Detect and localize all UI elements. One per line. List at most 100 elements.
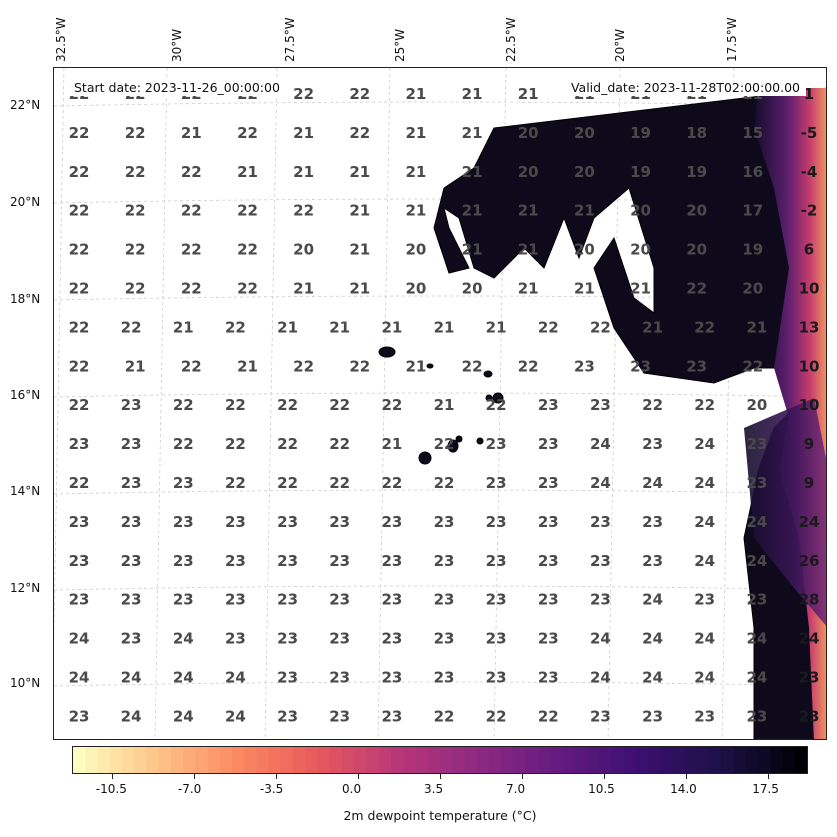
colorbar-segment xyxy=(121,747,135,773)
colorbar-segment xyxy=(611,747,625,773)
map-canvas: 22 22 22 22 22 22 21 21 21 21 21 21 21 1 22 22 21 22 21 22 2… xyxy=(54,68,826,739)
dewpoint-value: 22 xyxy=(277,435,298,453)
dewpoint-value: 9 xyxy=(804,474,814,492)
dewpoint-value: 23 xyxy=(574,357,595,375)
dewpoint-value: 23 xyxy=(642,707,663,725)
colorbar-segment xyxy=(219,747,233,773)
dewpoint-value: 22 xyxy=(181,280,202,298)
lon-tick-label: 27.5°W xyxy=(283,17,297,62)
lon-tick-label: 20°W xyxy=(613,28,627,62)
dewpoint-value: 22 xyxy=(225,396,246,414)
dewpoint-value: 24 xyxy=(590,474,611,492)
dewpoint-value: 22 xyxy=(349,124,370,142)
dewpoint-value: 21 xyxy=(405,85,426,103)
dewpoint-value: 24 xyxy=(121,669,142,687)
dewpoint-value: 22 xyxy=(225,474,246,492)
dewpoint-values: 22 22 22 22 22 22 21 21 21 21 21 21 21 1 22 22 21 22 21 22 2… xyxy=(69,85,820,725)
colorbar-tick-mark xyxy=(440,774,441,779)
colorbar-tick-label: -10.5 xyxy=(95,782,127,796)
dewpoint-value: 23 xyxy=(434,630,455,648)
valid-date-text: Valid_date: 2023-11-28T02:00:00.00 xyxy=(570,80,800,95)
dewpoint-value: 23 xyxy=(277,630,298,648)
dewpoint-value: 23 xyxy=(381,630,402,648)
colorbar-segment xyxy=(268,747,282,773)
dewpoint-value: 23 xyxy=(486,591,507,609)
dewpoint-value: 24 xyxy=(69,669,90,687)
dewpoint-value: 22 xyxy=(125,280,146,298)
dewpoint-value: 23 xyxy=(686,357,707,375)
dewpoint-value: 23 xyxy=(225,513,246,531)
colorbar-segment xyxy=(672,747,686,773)
colorbar-tick-label: 0.0 xyxy=(342,782,362,796)
dewpoint-value: 24 xyxy=(642,474,663,492)
dewpoint-value: 22 xyxy=(181,241,202,259)
dewpoint-value: 23 xyxy=(121,513,142,531)
dewpoint-value: 22 xyxy=(642,396,663,414)
colorbar-segment xyxy=(134,747,147,773)
dewpoint-value: 22 xyxy=(69,318,90,336)
colorbar-segment xyxy=(513,747,527,773)
dewpoint-value: 10 xyxy=(799,396,820,414)
dewpoint-value: 22 xyxy=(69,241,90,259)
dewpoint-value: 21 xyxy=(434,396,455,414)
dewpoint-value: 21 xyxy=(381,318,402,336)
dewpoint-value: 22 xyxy=(125,163,146,181)
dewpoint-value: 23 xyxy=(590,396,611,414)
dewpoint-value: 23 xyxy=(381,552,402,570)
colorbar-segment xyxy=(305,747,319,773)
dewpoint-value: 23 xyxy=(225,591,246,609)
colorbar-segment xyxy=(195,747,209,773)
dewpoint-value: 22 xyxy=(293,202,314,220)
dewpoint-value: 23 xyxy=(538,474,559,492)
dewpoint-value: 23 xyxy=(538,435,559,453)
dewpoint-value: 23 xyxy=(69,552,90,570)
dewpoint-value: 22 xyxy=(694,396,715,414)
dewpoint-value: 22 xyxy=(349,85,370,103)
colorbar xyxy=(72,746,808,774)
dewpoint-value: 23 xyxy=(486,513,507,531)
dewpoint-value: 21 xyxy=(462,85,483,103)
dewpoint-value: 23 xyxy=(277,669,298,687)
lat-tick-label: 12°N xyxy=(10,581,41,595)
dewpoint-value: 24 xyxy=(590,435,611,453)
dewpoint-value: 22 xyxy=(237,202,258,220)
coastal-gradient-south xyxy=(744,398,826,626)
dewpoint-value: 23 xyxy=(630,357,651,375)
colorbar-segment xyxy=(635,747,649,773)
dewpoint-value: 22 xyxy=(462,357,483,375)
dewpoint-value: 23 xyxy=(69,707,90,725)
dewpoint-value: 24 xyxy=(173,630,194,648)
dewpoint-value: 23 xyxy=(486,435,507,453)
colorbar-segment xyxy=(696,747,710,773)
dewpoint-value: 23 xyxy=(173,591,194,609)
dewpoint-value: 21 xyxy=(518,280,539,298)
dewpoint-value: 23 xyxy=(642,513,663,531)
dewpoint-value: 22 xyxy=(225,435,246,453)
dewpoint-value: -2 xyxy=(801,202,818,220)
colorbar-tick-label: -3.5 xyxy=(259,782,284,796)
colorbar-segment xyxy=(244,747,258,773)
dewpoint-value: 21 xyxy=(277,318,298,336)
colorbar-segment xyxy=(146,747,160,773)
dewpoint-value: 24 xyxy=(746,552,767,570)
dewpoint-value: 23 xyxy=(329,707,350,725)
dewpoint-value: 22 xyxy=(125,202,146,220)
dewpoint-value: 20 xyxy=(518,124,539,142)
colorbar-segment xyxy=(280,747,294,773)
dewpoint-value: 22 xyxy=(293,357,314,375)
dewpoint-value: 22 xyxy=(237,280,258,298)
dewpoint-value: 24 xyxy=(225,669,246,687)
dewpoint-value: 21 xyxy=(434,318,455,336)
dewpoint-value: 23 xyxy=(225,552,246,570)
dewpoint-value: 23 xyxy=(538,669,559,687)
lat-tick-label: 16°N xyxy=(10,388,41,402)
dewpoint-value: 23 xyxy=(746,474,767,492)
dewpoint-value: -4 xyxy=(801,163,818,181)
colorbar-segment xyxy=(586,747,600,773)
dewpoint-value: 22 xyxy=(486,396,507,414)
colorbar-tick-label: -7.0 xyxy=(177,782,202,796)
dewpoint-value: 22 xyxy=(742,357,763,375)
dewpoint-value: 20 xyxy=(574,241,595,259)
dewpoint-value: 22 xyxy=(277,396,298,414)
colorbar-segment xyxy=(317,747,331,773)
